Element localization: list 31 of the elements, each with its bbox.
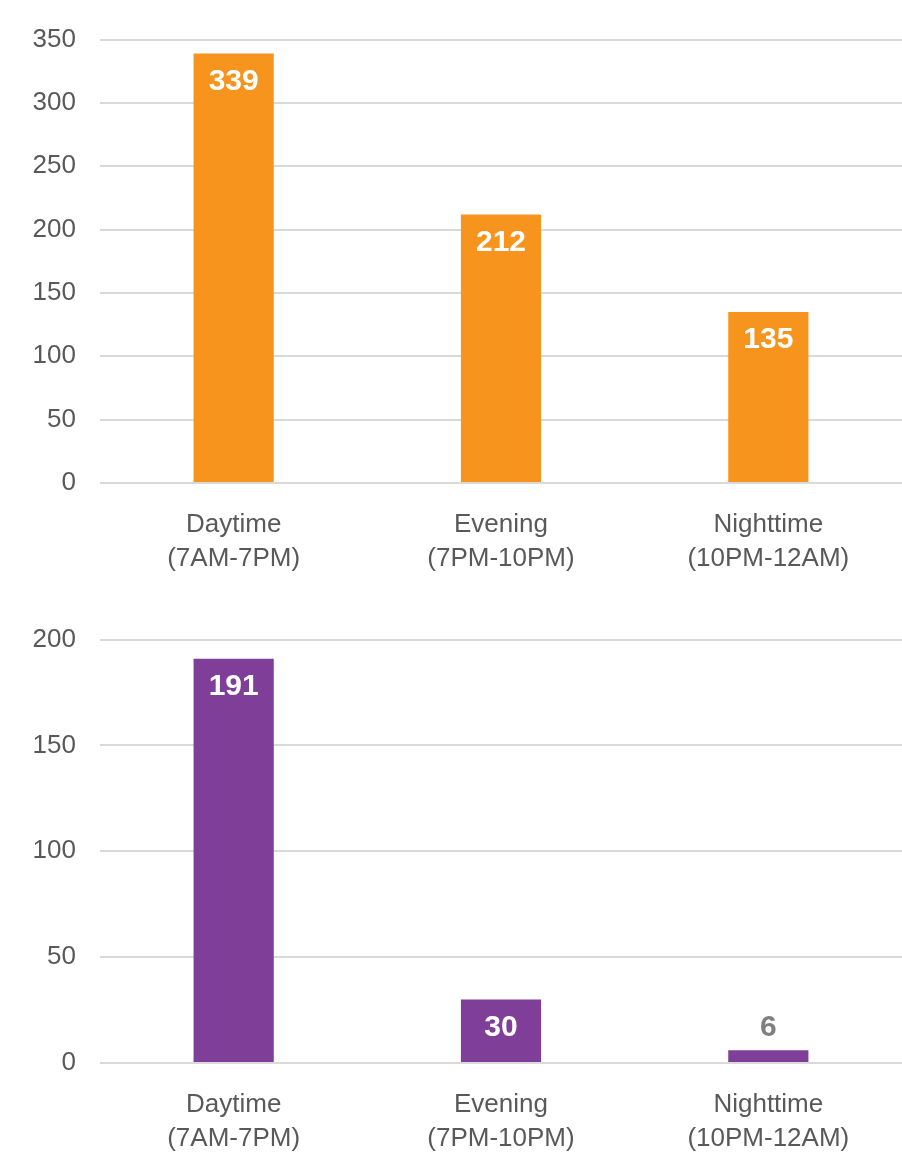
y-tick-label: 200 [32,212,76,243]
bar [460,214,542,482]
y-tick-label: 50 [47,402,76,433]
data-label: 30 [484,1008,518,1042]
x-tick-label: Evening (7PM-10PM) [427,508,575,572]
bar [728,1050,809,1062]
y-tick-label: 50 [47,940,76,971]
y-tick-label: 0 [61,1046,76,1077]
y-tick-label: 200 [32,622,76,653]
data-label: 135 [743,321,794,355]
y-tick-label: 300 [32,86,76,117]
bar [193,658,274,1062]
y-tick-label: 0 [61,466,76,497]
y-tick-label: 150 [32,728,76,759]
bar [193,53,274,482]
data-label: 6 [759,1008,777,1042]
y-tick-label: 250 [32,149,76,180]
data-label: 339 [208,62,259,96]
x-tick-label: Evening (7PM-10PM) [427,1088,575,1152]
x-tick-label: Nighttime (10PM-12AM) [687,508,850,572]
bar [728,311,809,482]
y-tick-label: 350 [32,22,76,53]
y-tick-label: 100 [32,339,76,370]
x-tick-label: Nighttime (10PM-12AM) [687,1088,850,1152]
x-tick-label: Daytime (7AM-7PM) [167,1088,301,1152]
y-tick-label: 100 [32,834,76,865]
x-tick-label: Daytime (7AM-7PM) [167,508,301,572]
data-label: 212 [475,223,527,257]
bar [460,999,542,1062]
y-tick-label: 150 [32,276,76,307]
data-label: 191 [208,667,259,701]
